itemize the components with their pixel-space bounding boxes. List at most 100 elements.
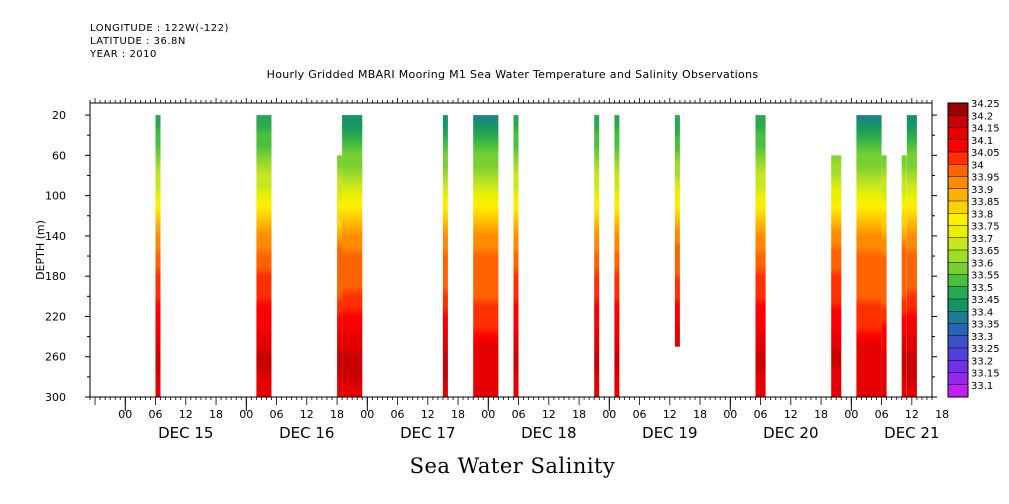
colorbar-label: 34.1 (971, 136, 993, 147)
colorbar-swatch (948, 164, 968, 177)
colorbar-swatch (948, 323, 968, 337)
x-day-label: DEC 16 (279, 424, 334, 442)
latitude-label: LATITUDE : 36.8N (90, 36, 186, 47)
data-column (594, 115, 600, 397)
y-tick-label: 60 (52, 149, 66, 162)
y-tick-label: 260 (45, 351, 66, 364)
colorbar-swatch (948, 286, 968, 300)
x-hour-label: 12 (179, 408, 193, 421)
y-axis-label: DEPTH (m) (34, 220, 47, 280)
x-hour-label: 12 (300, 408, 314, 421)
data-column (513, 115, 519, 397)
data-column (614, 115, 620, 397)
x-hour-label: 06 (512, 408, 526, 421)
colorbar-label: 33.55 (971, 271, 1000, 282)
x-hour-label: 06 (633, 408, 647, 421)
data-column (256, 115, 272, 397)
x-day-label: DEC 18 (521, 424, 576, 442)
data-column (674, 115, 680, 347)
colorbar-label: 33.45 (971, 295, 1000, 306)
y-tick-label: 300 (45, 391, 66, 404)
colorbar-label: 33.3 (971, 332, 993, 343)
x-hour-label: 12 (784, 408, 798, 421)
plot-frame (89, 102, 933, 398)
colorbar-label: 34.25 (971, 99, 1000, 110)
colorbar-swatch (948, 127, 968, 141)
colorbar-swatch (948, 311, 968, 324)
data-column (155, 115, 161, 397)
x-hour-label: 00 (118, 408, 132, 421)
x-day-label: DEC 21 (884, 424, 939, 442)
colorbar-swatch (948, 103, 968, 116)
colorbar-label: 33.9 (971, 185, 993, 196)
year-label: YEAR : 2010 (90, 49, 157, 60)
y-tick-label: 20 (52, 109, 66, 122)
colorbar-swatch (948, 188, 968, 202)
colorbar-swatch (948, 274, 968, 288)
y-tick-label: 180 (45, 270, 66, 283)
x-hour-label: 00 (239, 408, 253, 421)
colorbar-label: 34.05 (971, 148, 1000, 159)
x-hour-label: 06 (391, 408, 405, 421)
colorbar-label: 33.5 (971, 283, 993, 294)
data-column (755, 115, 766, 397)
x-hour-label: 18 (814, 408, 828, 421)
x-hour-label: 12 (421, 408, 435, 421)
x-hour-label: 00 (844, 408, 858, 421)
chart-title: Hourly Gridded MBARI Mooring M1 Sea Wate… (266, 68, 759, 81)
plot-axes: 20 60 100 140 180 220 260 300 DEPTH (m) 00 06 12 18 0… (34, 98, 949, 442)
colorbar-swatch (948, 201, 968, 214)
colorbar-label: 33.85 (971, 197, 1000, 208)
longitude-label: LONGITUDE : 122W(-122) (90, 23, 229, 34)
data-column (337, 155, 343, 397)
x-hour-label: 18 (330, 408, 344, 421)
colorbar-swatch (948, 335, 968, 349)
data-column (906, 115, 917, 397)
x-hour-label: 00 (723, 408, 737, 421)
colorbar-swatch (948, 250, 968, 263)
colorbar-label: 33.7 (971, 234, 993, 245)
colorbar-swatch (948, 237, 968, 251)
colorbar-swatch (948, 152, 968, 165)
colorbar-swatch (948, 115, 968, 128)
y-tick-label: 220 (45, 310, 66, 323)
y-tick-label: 100 (45, 190, 66, 203)
colorbar-swatch (948, 262, 968, 275)
data-column (901, 155, 907, 397)
colorbar-label: 33.25 (971, 344, 1000, 355)
x-hour-label: 18 (209, 408, 223, 421)
x-hour-label: 12 (663, 408, 677, 421)
x-hour-label: 18 (451, 408, 465, 421)
data-columns (155, 115, 958, 397)
colorbar-label: 34.2 (971, 111, 993, 122)
colorbar-label: 33.4 (971, 307, 993, 318)
colorbar-swatch (948, 225, 968, 239)
x-day-label: DEC 17 (400, 424, 455, 442)
colorbar-label: 33.35 (971, 320, 1000, 331)
data-column (342, 115, 363, 397)
colorbar-swatch (948, 372, 968, 386)
data-column (856, 115, 882, 397)
colorbar-label: 34 (971, 160, 984, 171)
colorbar-swatch (948, 348, 968, 361)
x-hour-label: 06 (754, 408, 768, 421)
colorbar-label: 33.2 (971, 356, 993, 367)
data-column (442, 115, 448, 397)
x-hour-label: 12 (542, 408, 556, 421)
x-day-label: DEC 19 (642, 424, 697, 442)
colorbar-label: 34.15 (971, 124, 1000, 135)
y-tick-label: 140 (45, 230, 66, 243)
colorbar-label: 33.6 (971, 258, 993, 269)
data-column (881, 155, 887, 397)
colorbar-label: 33.65 (971, 246, 1000, 257)
colorbar-swatch (948, 213, 968, 226)
colorbar-swatch (948, 360, 968, 373)
colorbar: 34.2534.234.1534.134.053433.9533.933.853… (947, 99, 1000, 398)
data-column (831, 155, 842, 397)
colorbar-swatch (948, 139, 968, 153)
x-hour-label: 18 (572, 408, 586, 421)
x-hour-label: 00 (481, 408, 495, 421)
x-day-label: DEC 20 (763, 424, 818, 442)
x-hour-label: 06 (149, 408, 163, 421)
